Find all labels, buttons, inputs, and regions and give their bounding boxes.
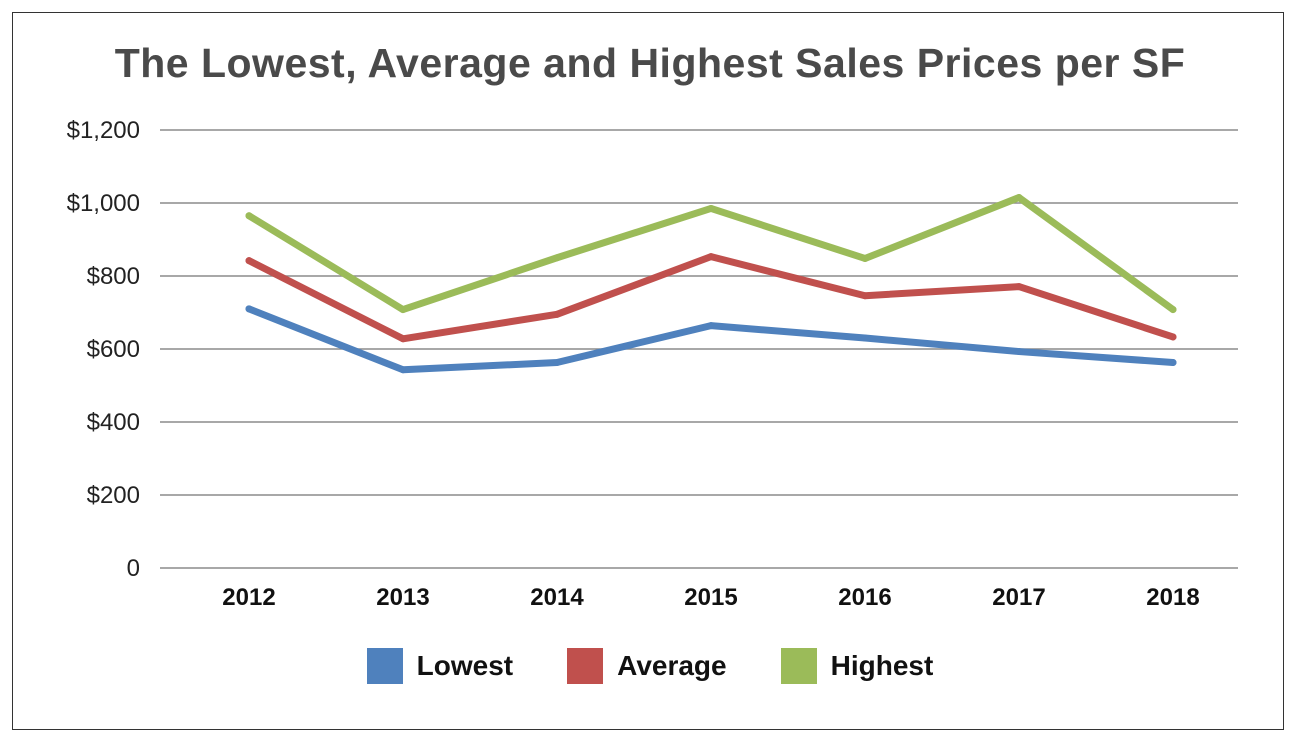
y-tick-label: $800 xyxy=(87,263,140,290)
data-point-average-2015 xyxy=(707,253,715,261)
data-point-lowest-2012 xyxy=(245,305,253,313)
series-lines xyxy=(245,194,1177,374)
legend-item-highest: Highest xyxy=(780,648,934,684)
data-point-average-2014 xyxy=(553,310,561,318)
data-point-highest-2016 xyxy=(861,254,869,262)
series-line-lowest xyxy=(245,305,1177,374)
x-axis-ticks: 2012 2013 2014 2015 2016 2017 2018 xyxy=(222,584,1199,611)
data-point-lowest-2013 xyxy=(399,366,407,374)
data-point-lowest-2016 xyxy=(861,334,869,342)
y-tick-label: $400 xyxy=(87,409,140,436)
legend: Lowest Average Highest xyxy=(0,648,1300,684)
legend-item-lowest: Lowest xyxy=(366,648,514,684)
data-point-lowest-2017 xyxy=(1015,348,1023,356)
data-point-average-2012 xyxy=(245,257,253,265)
legend-label-average: Average xyxy=(617,650,727,681)
x-tick-label: 2013 xyxy=(376,584,429,611)
data-point-lowest-2014 xyxy=(553,359,561,367)
y-tick-label: $200 xyxy=(87,482,140,509)
data-point-highest-2015 xyxy=(707,204,715,212)
data-point-highest-2014 xyxy=(553,254,561,262)
data-point-highest-2017 xyxy=(1015,194,1023,202)
y-axis-ticks: 0 $200 $400 $600 $800 $1,000 $1,200 xyxy=(67,117,140,582)
legend-swatch-lowest xyxy=(366,648,403,684)
y-tick-label: $1,000 xyxy=(67,190,140,217)
y-tick-label: 0 xyxy=(127,555,140,582)
data-point-average-2016 xyxy=(861,292,869,300)
x-tick-label: 2018 xyxy=(1146,584,1199,611)
legend-swatch-highest xyxy=(780,648,817,684)
x-tick-label: 2012 xyxy=(222,584,275,611)
legend-label-lowest: Lowest xyxy=(416,650,514,681)
x-tick-label: 2017 xyxy=(992,584,1045,611)
data-point-highest-2012 xyxy=(245,212,253,220)
data-point-lowest-2015 xyxy=(707,322,715,330)
data-point-average-2013 xyxy=(399,335,407,343)
data-point-average-2018 xyxy=(1169,333,1177,341)
x-tick-label: 2015 xyxy=(684,584,737,611)
data-point-highest-2018 xyxy=(1169,306,1177,314)
legend-swatch-average xyxy=(567,648,604,684)
legend-label-highest: Highest xyxy=(830,650,934,681)
x-tick-label: 2016 xyxy=(838,584,891,611)
y-tick-label: $600 xyxy=(87,336,140,363)
data-point-highest-2013 xyxy=(399,306,407,314)
data-point-lowest-2018 xyxy=(1169,359,1177,367)
x-tick-label: 2014 xyxy=(530,584,584,611)
chart-title: The Lowest, Average and Highest Sales Pr… xyxy=(114,40,1186,86)
gridlines xyxy=(160,129,1238,569)
data-point-average-2017 xyxy=(1015,283,1023,291)
legend-item-average: Average xyxy=(567,648,727,684)
chart-frame xyxy=(12,12,1284,730)
y-tick-label: $1,200 xyxy=(67,117,140,144)
